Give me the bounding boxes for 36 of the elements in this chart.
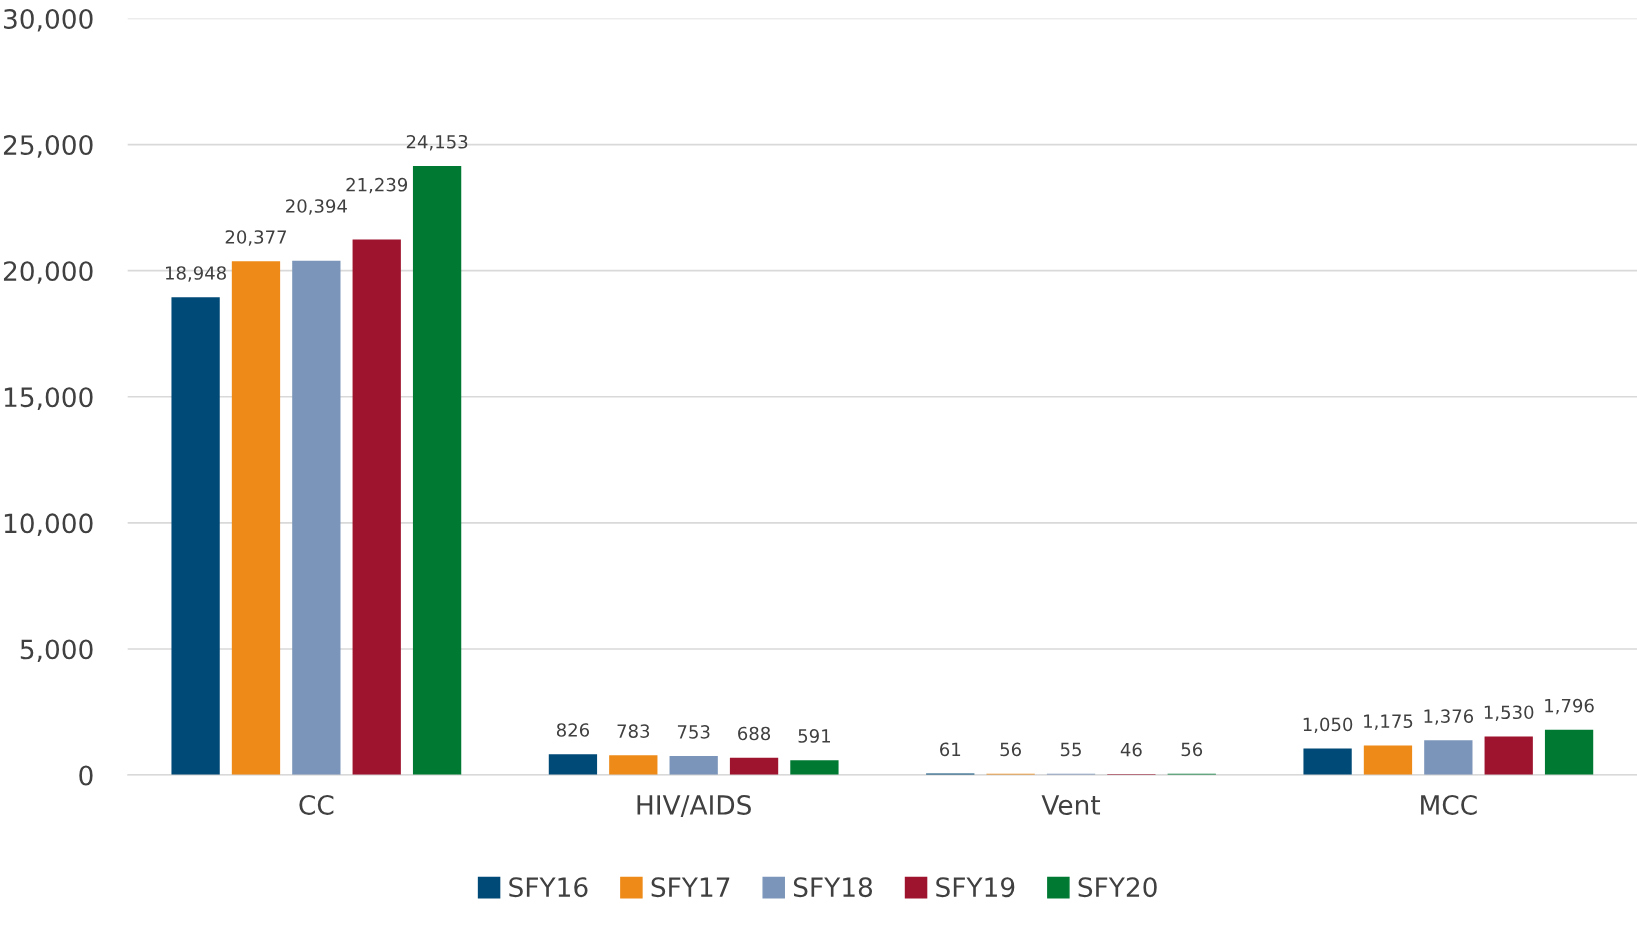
data-label: 21,239 [346,177,408,194]
data-label: 753 [677,725,710,739]
data-label: 20,377 [225,230,287,246]
y-tick-label: 10,000 [4,513,93,536]
data-label: 56 [1000,742,1021,757]
data-label: 1,530 [1484,705,1534,721]
y-tick-label: 25,000 [3,135,93,158]
data-label: 24,153 [406,134,468,151]
y-tick-label: 20,000 [3,261,93,284]
data-label: 20,394 [286,199,347,215]
data-label: 1,796 [1545,698,1594,715]
data-label: 1,376 [1424,709,1474,725]
legend-label: SFY16 [509,877,588,898]
legend-label: SFY20 [1078,877,1157,898]
x-tick-label: MCC [1421,794,1477,815]
y-tick-label: 15,000 [4,387,93,410]
data-label: 56 [1181,742,1203,757]
x-tick-label: HIV/AIDS [637,794,751,818]
y-tick-label: 30,000 [4,8,93,32]
data-label: 61 [940,742,961,757]
data-label: 591 [798,729,830,743]
data-label: 18,948 [166,266,226,282]
legend-label: SFY19 [936,877,1015,898]
data-label: 783 [617,724,650,738]
data-label: 688 [738,726,771,741]
legend-label: SFY17 [651,877,730,898]
data-label: 55 [1060,742,1081,757]
data-label: 1,175 [1364,714,1413,730]
x-tick-label: Vent [1041,795,1101,815]
x-tick-label: CC [299,794,334,815]
y-tick-label: 5,000 [20,639,93,663]
data-label: 826 [556,723,590,737]
y-tick-label: 0 [79,765,93,786]
data-label: 46 [1120,742,1142,757]
legend-label: SFY18 [793,877,873,898]
data-label: 1,050 [1303,717,1353,734]
